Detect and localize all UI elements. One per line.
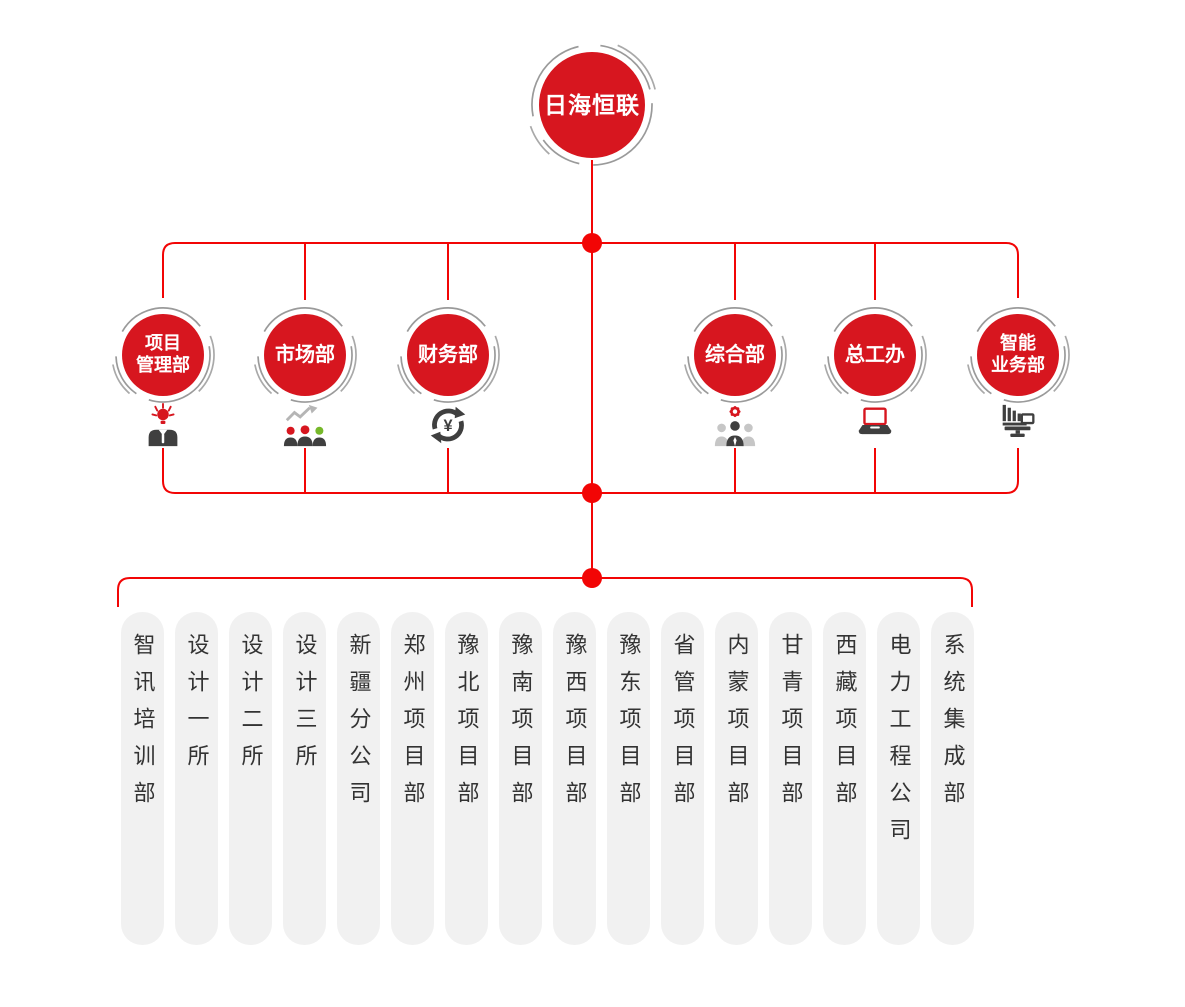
department-label: 西藏项目部	[832, 633, 858, 818]
decorative-arc-ring	[111, 303, 215, 407]
branch-circle: 综合部	[694, 314, 776, 396]
department-bracket	[117, 577, 973, 607]
branch-label: 智能 业务部	[991, 333, 1045, 375]
team-gear-icon	[714, 406, 756, 447]
collector-drop-left	[162, 448, 176, 494]
branch-label: 项目 管理部	[136, 333, 190, 375]
department-column: 新疆分公司	[337, 612, 380, 945]
branch-label: 总工办	[845, 343, 905, 366]
department-label: 省管项目部	[670, 633, 696, 818]
junction-dot-middle	[582, 483, 602, 503]
department-label: 系统集成部	[940, 633, 966, 818]
decorative-arc-ring	[526, 39, 658, 171]
org-node-finance: 财务部	[396, 303, 500, 407]
department-label: 电力工程公司	[886, 633, 912, 855]
decorative-arc-ring	[823, 303, 927, 407]
branch-circle: 项目 管理部	[122, 314, 204, 396]
org-node-marketing: 市场部	[253, 303, 357, 407]
department-column: 豫南项目部	[499, 612, 542, 945]
department-column: 豫东项目部	[607, 612, 650, 945]
monitor-chart-icon	[1002, 404, 1035, 437]
collector-drop-right	[1005, 448, 1019, 494]
department-column: 智讯培训部	[121, 612, 164, 945]
department-column: 设计三所	[283, 612, 326, 945]
department-column: 设计二所	[229, 612, 272, 945]
market-growth-icon	[283, 404, 327, 447]
branch-circle: 总工办	[834, 314, 916, 396]
department-label: 设计三所	[292, 633, 318, 781]
department-label: 豫北项目部	[454, 633, 480, 818]
department-column: 豫西项目部	[553, 612, 596, 945]
department-label: 设计一所	[184, 633, 210, 781]
department-column: 西藏项目部	[823, 612, 866, 945]
decorative-arc-ring	[396, 303, 500, 407]
decorative-arc-ring	[683, 303, 787, 407]
org-node-chief-engineer-office: 总工办	[823, 303, 927, 407]
branch-circle: 智能 业务部	[977, 314, 1059, 396]
department-row: 智讯培训部 设计一所 设计二所 设计三所 新疆分公司 郑州项目部 豫北项目部 豫…	[121, 612, 974, 945]
department-label: 郑州项目部	[400, 633, 426, 818]
department-label: 豫南项目部	[508, 633, 534, 818]
idea-person-icon	[148, 402, 178, 447]
root-circle: 日海恒联	[539, 52, 645, 158]
org-node-intelligent-business: 智能 业务部	[966, 303, 1070, 407]
department-label: 设计二所	[238, 633, 264, 781]
branch-label: 市场部	[275, 343, 335, 366]
branch-circle: 市场部	[264, 314, 346, 396]
department-column: 甘青项目部	[769, 612, 812, 945]
department-label: 新疆分公司	[346, 633, 372, 818]
department-column: 省管项目部	[661, 612, 704, 945]
junction-dot-bottom	[582, 568, 602, 588]
department-column: 内蒙项目部	[715, 612, 758, 945]
junction-dot-top	[582, 233, 602, 253]
svg-text:¥: ¥	[443, 417, 452, 435]
org-node-root: 日海恒联	[526, 39, 658, 171]
department-column: 设计一所	[175, 612, 218, 945]
department-label: 豫东项目部	[616, 633, 642, 818]
branch-label: 综合部	[705, 343, 765, 366]
decorative-arc-ring	[966, 303, 1070, 407]
org-node-general-affairs: 综合部	[683, 303, 787, 407]
root-label: 日海恒联	[544, 91, 640, 118]
department-column: 系统集成部	[931, 612, 974, 945]
currency-cycle-icon: ¥	[430, 406, 466, 444]
branch-label: 财务部	[418, 343, 478, 366]
org-node-project-management: 项目 管理部	[111, 303, 215, 407]
laptop-icon	[858, 407, 892, 435]
department-label: 内蒙项目部	[724, 633, 750, 818]
department-column: 豫北项目部	[445, 612, 488, 945]
department-column: 郑州项目部	[391, 612, 434, 945]
branch-circle: 财务部	[407, 314, 489, 396]
department-label: 豫西项目部	[562, 633, 588, 818]
decorative-arc-ring	[253, 303, 357, 407]
department-column: 电力工程公司	[877, 612, 920, 945]
department-label: 智讯培训部	[130, 633, 156, 818]
department-label: 甘青项目部	[778, 633, 804, 818]
